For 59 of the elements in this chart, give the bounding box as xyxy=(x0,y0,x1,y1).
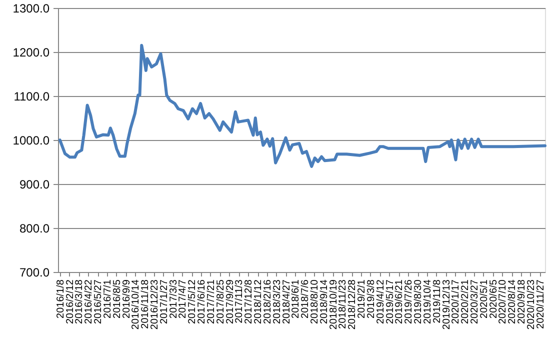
x-tick-label: 2020/6/5 xyxy=(488,279,500,318)
x-tick-label: 2016/3/18 xyxy=(74,279,86,324)
x-tick-label: 2016/7/1 xyxy=(102,279,114,318)
y-tick-label: 900.0 xyxy=(19,178,50,192)
x-tick-label: 2019/2/1 xyxy=(356,279,368,318)
x-tick-label: 2016/11/18 xyxy=(140,279,152,329)
x-tick-label: 2018/6/1 xyxy=(290,279,302,318)
x-tick-label: 2018/7/6 xyxy=(300,279,312,318)
x-tick-label: 2020/1/17 xyxy=(450,279,462,324)
x-tick-label: 2018/8/10 xyxy=(310,279,321,324)
x-tick-label: 2018/9/14 xyxy=(318,279,330,324)
x-tick-label: 2020/9/18 xyxy=(516,279,528,324)
y-tick-label: 1000.0 xyxy=(12,134,50,148)
x-tick-label: 2019/12/13 xyxy=(441,279,452,330)
x-tick-label: 2017/12/8 xyxy=(244,279,255,324)
x-tick-label: 2018/12/28 xyxy=(347,279,358,330)
x-tick-label: 2016/8/5 xyxy=(112,279,123,318)
x-tick-label: 2018/1/12 xyxy=(253,279,264,324)
x-tick-label: 2017/8/25 xyxy=(215,279,226,324)
x-tick-label: 2020/11/27 xyxy=(535,279,546,329)
x-tick-label: 2018/3/23 xyxy=(272,279,283,324)
x-tick-label: 2019/8/30 xyxy=(413,279,424,324)
x-tick-label: 2019/11/8 xyxy=(432,279,443,324)
x-tick-label: 2017/1/27 xyxy=(158,279,170,324)
y-tick-label: 1300.0 xyxy=(12,2,50,16)
x-tick-label: 2020/3/27 xyxy=(470,279,481,324)
x-tick-label: 2017/7/21 xyxy=(206,279,217,324)
y-tick-label: 1100.0 xyxy=(14,90,50,104)
x-tick-label: 2017/4/7 xyxy=(178,279,189,318)
y-tick-label: 700.0 xyxy=(19,266,50,280)
y-tick-label: 800.0 xyxy=(19,222,50,236)
x-tick-label: 2019/7/26 xyxy=(404,279,415,324)
x-tick-label: 2017/11/3 xyxy=(234,279,246,324)
x-tick-label: 2016/5/27 xyxy=(93,279,104,324)
x-tick-label: 2016/1/8 xyxy=(55,279,66,318)
x-tick-label: 2020/8/14 xyxy=(507,279,518,324)
x-tick-label: 2019/3/8 xyxy=(366,279,377,318)
x-tick-label: 2017/3/3 xyxy=(168,279,180,318)
x-tick-label: 2018/11/23 xyxy=(338,279,349,329)
x-tick-label: 2020/2/21 xyxy=(460,279,472,324)
x-tick-label: 2019/10/4 xyxy=(422,279,434,324)
x-tick-label: 2016/4/22 xyxy=(84,279,95,324)
x-tick-label: 2019/6/21 xyxy=(394,279,406,324)
x-tick-label: 2017/9/29 xyxy=(224,279,236,324)
x-tick-label: 2020/5/1 xyxy=(478,279,490,318)
x-tick-label: 2017/6/16 xyxy=(196,279,208,324)
x-tick-label: 2018/10/19 xyxy=(328,279,340,330)
x-tick-label: 2016/10/14 xyxy=(130,279,142,330)
x-tick-label: 2017/5/12 xyxy=(187,279,198,324)
x-tick-label: 2018/4/27 xyxy=(281,279,292,324)
x-tick-label: 2016/9/9 xyxy=(121,279,132,318)
x-tick-label: 2016/12/23 xyxy=(150,279,160,330)
x-tick-label: 2019/5/17 xyxy=(384,279,396,324)
x-tick-label: 2020/10/23 xyxy=(526,279,537,330)
y-tick-label: 1200.0 xyxy=(12,46,50,60)
x-tick-label: 2019/4/12 xyxy=(375,279,386,324)
x-tick-label: 2016/2/12 xyxy=(64,279,76,324)
x-tick-label: 2018/2/16 xyxy=(262,279,274,324)
x-tick-label: 2020/7/10 xyxy=(498,279,509,324)
